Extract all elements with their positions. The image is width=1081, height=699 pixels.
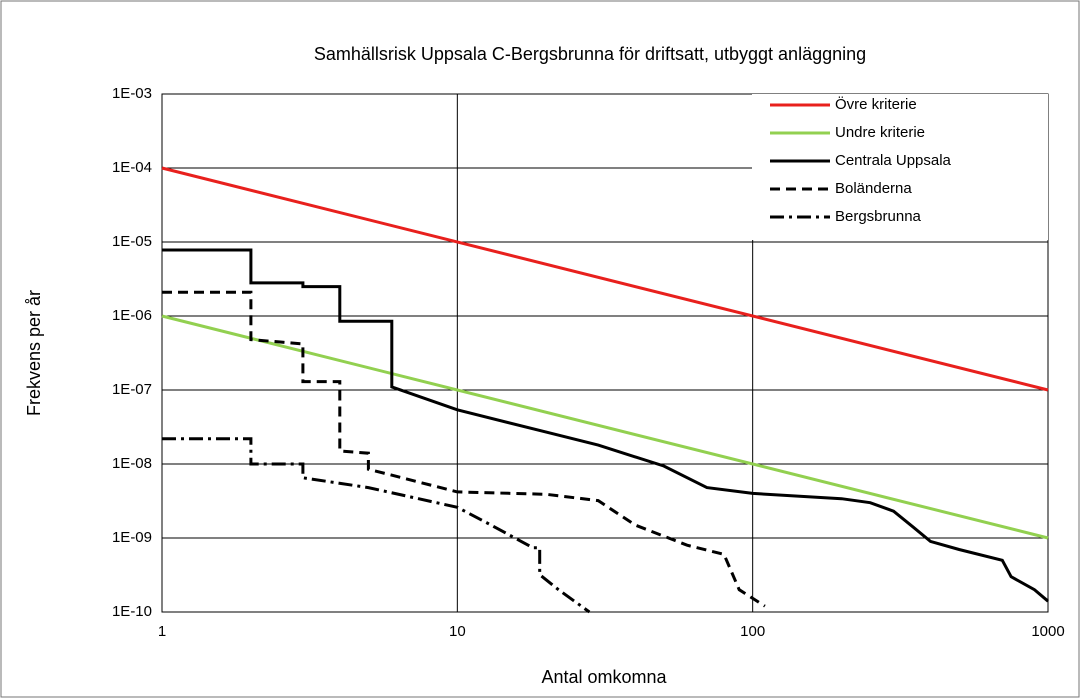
legend-label: Övre kriterie [835,95,917,113]
x-tick-label: 100 [740,623,765,640]
x-tick-label: 1000 [1031,623,1064,640]
series-line [162,437,591,614]
y-tick-label: 1E-07 [112,381,152,398]
legend-label: Centrala Uppsala [835,152,952,169]
x-tick-label: 10 [449,623,466,640]
series-line [162,248,1049,603]
legend-label: Boländerna [835,180,912,197]
series-line [161,314,1049,540]
y-tick-label: 1E-08 [112,455,152,472]
legend-label: Undre kriterie [835,124,925,141]
y-tick-label: 1E-03 [112,85,152,102]
plot-border [161,93,1049,613]
y-tick-label: 1E-05 [112,233,152,250]
series-line [162,290,766,608]
legend-label: Bergsbrunna [835,208,922,225]
y-tick-label: 1E-06 [112,307,152,324]
y-tick-label: 1E-10 [112,603,152,620]
x-tick-label: 1 [158,623,166,640]
x-axis-label: Antal omkomna [541,667,667,687]
y-tick-label: 1E-04 [112,159,152,176]
chart-title: Samhällsrisk Uppsala C-Bergsbrunna för d… [314,44,866,64]
y-tick-label: 1E-09 [112,529,152,546]
series-line [161,166,1049,392]
y-axis-label: Frekvens per år [24,290,44,416]
